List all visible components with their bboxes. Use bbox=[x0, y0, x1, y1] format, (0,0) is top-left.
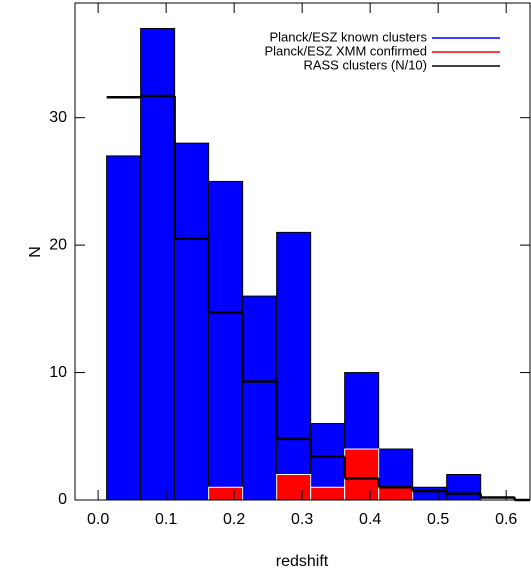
bar bbox=[276, 474, 312, 501]
x-tick-label: 0.1 bbox=[155, 511, 177, 528]
y-tick-label: 0 bbox=[58, 491, 67, 508]
x-tick-label: 0.3 bbox=[291, 511, 313, 528]
bar bbox=[140, 27, 176, 501]
bar bbox=[106, 155, 142, 501]
x-tick-label: 0.6 bbox=[495, 511, 517, 528]
x-tick-label: 0.2 bbox=[223, 511, 245, 528]
legend-label: RASS clusters (N/10) bbox=[303, 57, 427, 72]
bar bbox=[378, 486, 414, 501]
bar bbox=[242, 295, 278, 501]
bar bbox=[276, 231, 312, 501]
bar bbox=[344, 448, 380, 501]
bar bbox=[446, 474, 482, 501]
y-tick-label: 20 bbox=[49, 236, 67, 253]
y-tick-label: 10 bbox=[49, 364, 67, 381]
legend-label: Planck/ESZ XMM confirmed bbox=[264, 43, 427, 58]
bar bbox=[208, 486, 244, 501]
y-tick-label: 30 bbox=[49, 109, 67, 126]
bar bbox=[412, 486, 448, 501]
bar bbox=[208, 180, 244, 501]
y-axis-label: N bbox=[27, 246, 44, 258]
x-tick-label: 0.0 bbox=[87, 511, 109, 528]
x-tick-label: 0.5 bbox=[427, 511, 449, 528]
x-axis-label: redshift bbox=[276, 553, 329, 570]
x-tick-label: 0.4 bbox=[359, 511, 381, 528]
legend-label: Planck/ESZ known clusters bbox=[269, 29, 427, 44]
bar bbox=[310, 486, 346, 501]
bar bbox=[174, 142, 210, 501]
